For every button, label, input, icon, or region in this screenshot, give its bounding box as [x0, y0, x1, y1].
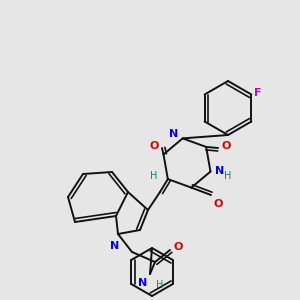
Text: O: O — [173, 242, 182, 252]
Text: O: O — [150, 141, 159, 151]
Text: N: N — [138, 278, 147, 288]
Text: N: N — [169, 129, 179, 140]
Text: F: F — [254, 88, 262, 98]
Text: N: N — [110, 241, 120, 251]
Text: H: H — [156, 280, 164, 290]
Text: N: N — [215, 166, 225, 176]
Text: O: O — [213, 199, 222, 209]
Text: H: H — [224, 171, 232, 181]
Text: H: H — [150, 170, 158, 181]
Text: O: O — [221, 141, 230, 151]
